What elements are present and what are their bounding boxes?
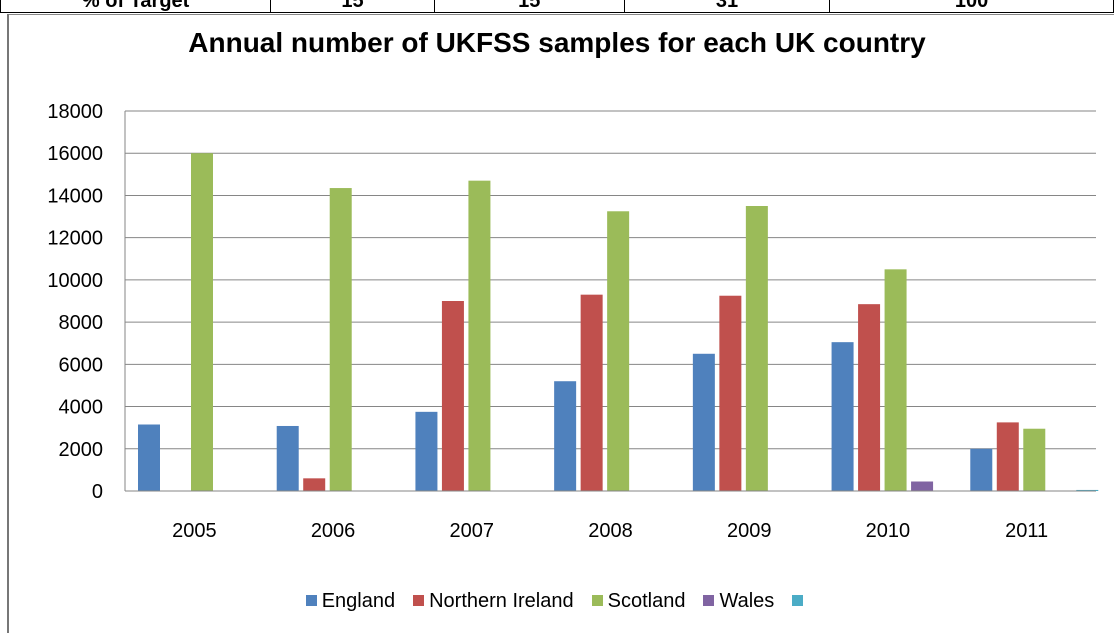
legend-swatch — [792, 595, 804, 606]
legend-swatch — [703, 595, 715, 606]
legend-item: Northern Ireland — [413, 590, 574, 613]
chart-title: Annual number of UKFSS samples for each … — [188, 27, 926, 58]
bar-england-2005 — [138, 424, 160, 491]
table-row: % of Target 15 15 31 100 — [0, 0, 1114, 13]
legend-label: England — [321, 590, 396, 612]
legend-label: Scotland — [607, 590, 686, 612]
y-tick-label: 2000 — [59, 439, 104, 461]
y-tick-label: 18000 — [47, 101, 103, 123]
table-fragment: % of Target 15 15 31 100 — [0, 0, 1114, 14]
table-cell: 15 — [270, 0, 435, 13]
bar-england-2006 — [276, 425, 299, 491]
y-tick-label: 4000 — [59, 397, 104, 419]
target-table: % of Target 15 15 31 100 — [0, 0, 1114, 13]
bar-scotland-2006 — [329, 188, 352, 492]
bar-northern-ireland-2007 — [441, 301, 464, 491]
x-tick-label: 2006 — [311, 520, 356, 542]
legend-item: England — [305, 590, 396, 613]
y-tick-label: 10000 — [47, 270, 103, 292]
x-tick-label: 2010 — [866, 520, 911, 542]
y-tick-label: 16000 — [47, 143, 103, 165]
bar-scotland-2010 — [884, 269, 907, 491]
legend-swatch — [591, 595, 603, 606]
bar-northern-ireland-2008 — [580, 294, 603, 491]
bars — [138, 153, 1099, 492]
bar-northern-ireland-2011 — [996, 422, 1019, 491]
table-cell: 100 — [829, 0, 1114, 13]
bar-scotland-2007 — [468, 180, 491, 491]
bar-england-2007 — [415, 411, 438, 491]
y-tick-label: 6000 — [59, 354, 104, 376]
bar-northern-ireland-2009 — [719, 295, 742, 491]
bar-scotland-2011 — [1023, 428, 1046, 491]
x-tick-label: 2007 — [450, 520, 495, 542]
bar-england-2010 — [831, 342, 854, 491]
bar-unnamed-2011 — [1076, 489, 1099, 491]
bar-wales-2010 — [911, 481, 934, 491]
bar-northern-ireland-2010 — [858, 304, 881, 491]
bar-england-2008 — [554, 381, 577, 491]
page-margin-rule — [7, 14, 9, 633]
chart-legend: England Northern Ireland Scotland Wales — [0, 590, 1114, 613]
bar-england-2011 — [970, 448, 993, 491]
legend-label: Wales — [719, 590, 775, 612]
bar-england-2009 — [692, 353, 715, 491]
bar-scotland-2005 — [191, 153, 213, 491]
legend-swatch — [413, 595, 425, 606]
y-tick-label: 12000 — [47, 228, 103, 250]
x-tick-label: 2005 — [172, 520, 217, 542]
y-tick-label: 8000 — [59, 312, 104, 334]
bar-scotland-2009 — [745, 206, 768, 491]
legend-label: Northern Ireland — [429, 590, 574, 612]
legend-item: Wales — [703, 590, 774, 613]
x-tick-label: 2008 — [588, 520, 633, 542]
axes: 0 2000 4000 6000 8000 10000 12000 14000 16000 180… — [47, 101, 1096, 542]
x-tick-label: 2011 — [1005, 520, 1048, 542]
bar-scotland-2008 — [607, 211, 630, 491]
x-tick-label: 2009 — [727, 520, 772, 542]
table-cell: 15 — [433, 0, 625, 13]
legend-item — [792, 590, 808, 613]
y-tick-label: 0 — [92, 481, 103, 503]
legend-swatch — [305, 595, 317, 606]
legend-item: Scotland — [591, 590, 686, 613]
y-tick-label: 14000 — [47, 185, 103, 207]
table-cell: 31 — [623, 0, 831, 13]
bar-northern-ireland-2006 — [303, 478, 326, 491]
